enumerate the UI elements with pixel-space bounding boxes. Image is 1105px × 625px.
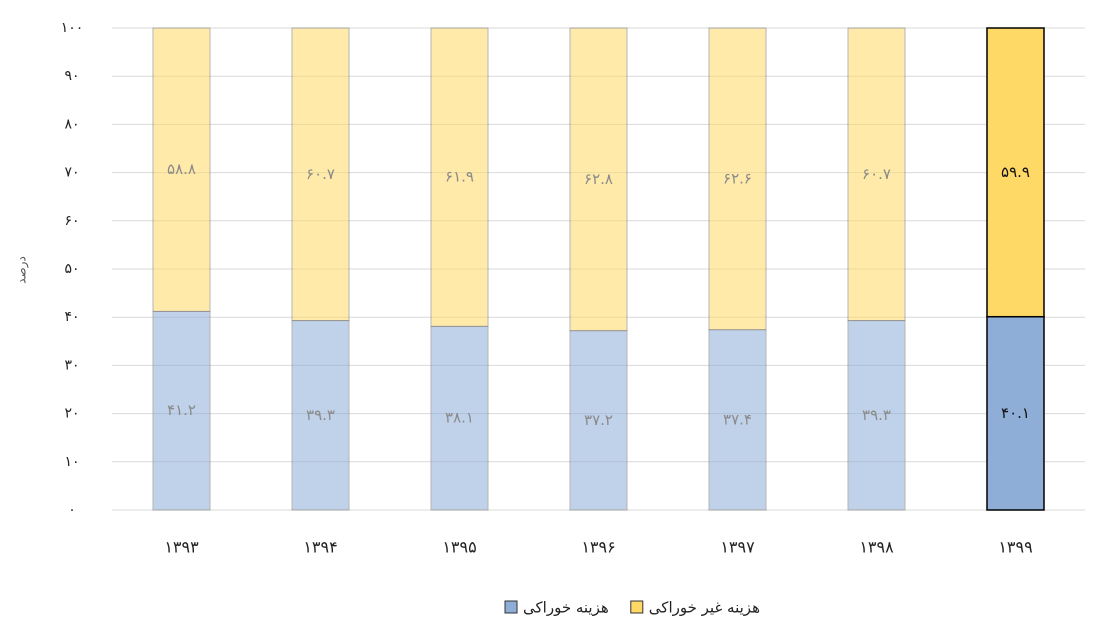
y-tick-label: ۶۰ [64, 213, 79, 229]
legend-label: هزینه خوراکی [523, 599, 609, 617]
data-label: ۶۲.۶ [723, 169, 752, 187]
bar-segment [847, 27, 906, 322]
data-label: ۳۸.۱ [445, 409, 474, 427]
y-tick-label: ۷۰ [64, 165, 79, 181]
bar-segment [986, 315, 1045, 511]
bar-segment [847, 320, 906, 511]
legend-label: هزینه غیر خوراکی [649, 599, 760, 617]
y-tick-label: ۲۰ [64, 406, 79, 422]
data-label: ۶۱.۹ [445, 168, 474, 186]
data-label: ۵۸.۸ [167, 160, 196, 178]
bar-segment [152, 310, 211, 511]
y-tick-label: ۵۰ [64, 261, 79, 277]
data-label: ۳۷.۲ [584, 411, 613, 429]
bar-segment [291, 27, 350, 322]
x-tick-label: ۱۳۹۸ [859, 538, 894, 557]
y-tick-label: ۴۰ [64, 309, 79, 325]
bar-segment [430, 27, 489, 327]
legend-swatch [504, 600, 518, 614]
y-axis-label: درصد [15, 256, 30, 284]
data-label: ۶۰.۷ [862, 165, 891, 183]
bar-segment [986, 27, 1045, 318]
bar-segment [708, 329, 767, 511]
y-tick-label: ۱۰ [64, 454, 79, 470]
legend-swatch [630, 600, 644, 614]
data-label: ۶۰.۷ [306, 165, 335, 183]
y-tick-label: ۸۰ [64, 116, 79, 132]
y-tick-label: ۱۰۰ [61, 20, 84, 36]
y-tick-label: ۹۰ [64, 68, 79, 84]
x-tick-label: ۱۳۹۶ [581, 538, 615, 557]
x-tick-label: ۱۳۹۴ [303, 538, 337, 557]
data-label: ۳۹.۳ [862, 406, 891, 424]
bar-segment [430, 325, 489, 511]
y-tick-label: ۳۰ [64, 357, 79, 373]
x-tick-label: ۱۳۹۷ [720, 538, 755, 557]
x-tick-label: ۱۳۹۳ [164, 538, 199, 557]
x-tick-label: ۱۳۹۵ [442, 538, 476, 557]
data-label: ۳۷.۴ [723, 410, 752, 428]
y-tick-label: ۰ [68, 502, 76, 518]
data-label: ۳۹.۳ [306, 406, 335, 424]
bar-segment [569, 27, 628, 332]
bar-segment [152, 27, 211, 312]
x-tick-label: ۱۳۹۹ [998, 538, 1032, 557]
bar-segment [291, 320, 350, 511]
data-label: ۶۲.۸ [584, 170, 613, 188]
data-label: ۴۱.۲ [167, 401, 196, 419]
bar-segment [708, 27, 767, 331]
data-label: ۵۹.۹ [1001, 163, 1030, 181]
data-label: ۴۰.۱ [1001, 404, 1030, 422]
